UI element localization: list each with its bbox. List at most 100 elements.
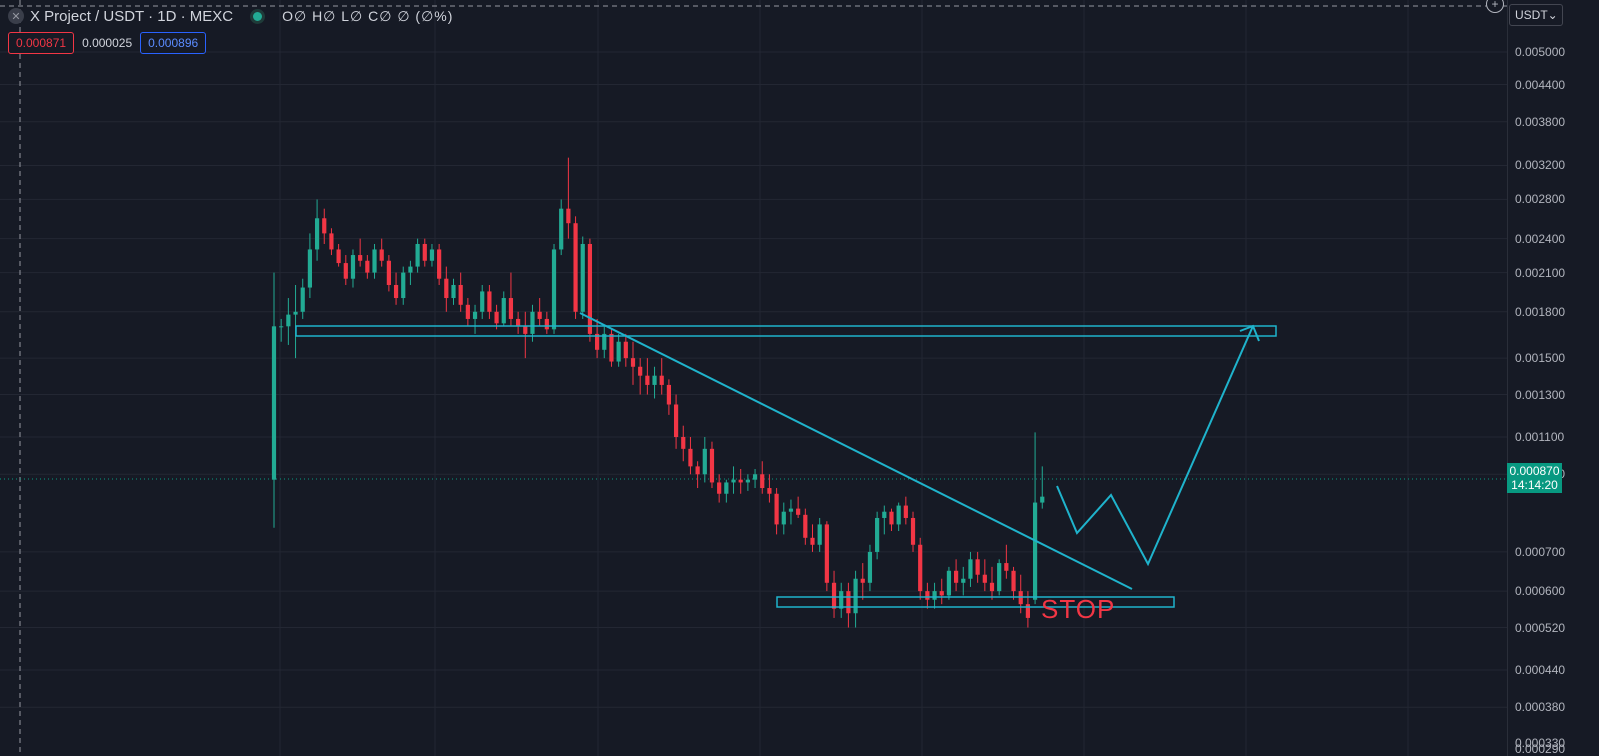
candle [989, 566, 995, 600]
candle-body [465, 304, 470, 319]
candle-body [709, 448, 715, 483]
price-axis-tick: 0.001100 [1515, 430, 1565, 444]
candle [954, 559, 959, 592]
candle-body [595, 333, 600, 350]
candle [458, 272, 463, 312]
candle [559, 199, 564, 256]
candle [307, 233, 312, 299]
candle-body [336, 249, 341, 264]
candle [429, 243, 435, 267]
resistance-zone-rect[interactable] [295, 325, 1277, 337]
market-status-icon[interactable] [253, 11, 263, 21]
candle [487, 284, 492, 319]
candle-body [379, 249, 384, 261]
candle-body [724, 482, 729, 494]
candle [365, 255, 370, 279]
candle-body [731, 479, 736, 483]
candle [293, 284, 298, 359]
candle [1040, 466, 1045, 509]
candle-body [508, 298, 514, 319]
candle [752, 468, 758, 489]
candle [702, 437, 707, 483]
candle [946, 566, 952, 600]
candle-body [580, 243, 585, 312]
last-price-value: 0.000870 [1509, 464, 1560, 478]
candle [903, 496, 908, 525]
candle-body [666, 384, 671, 405]
candle [501, 291, 506, 327]
candle [867, 544, 873, 592]
sell-price-button[interactable]: 0.000871 [8, 32, 75, 54]
candle-body [831, 582, 837, 609]
buy-price-button[interactable]: 0.000896 [140, 32, 207, 54]
candle-body [1004, 563, 1009, 571]
candle [616, 333, 621, 367]
candle [480, 284, 485, 319]
price-axis-tick: 0.000600 [1515, 584, 1566, 599]
candle-body [314, 218, 320, 250]
candle [566, 157, 571, 239]
candle [336, 243, 341, 267]
candle-body [752, 474, 758, 480]
candle [968, 551, 973, 587]
candle [731, 466, 736, 494]
chart-grid [0, 0, 1507, 756]
price-axis-tick: 0.002800 [1515, 192, 1566, 207]
candle [372, 243, 377, 279]
candle [544, 311, 549, 334]
candle [688, 437, 693, 475]
candle-body [853, 578, 858, 614]
candle [673, 394, 679, 449]
price-axis-tick: 0.001300 [1515, 387, 1566, 402]
price-axis-tick: 0.004400 [1515, 77, 1566, 92]
candle [516, 311, 521, 334]
candle [472, 304, 478, 334]
projection-path[interactable] [1056, 325, 1254, 567]
currency-select[interactable]: USDT ⌄ [1509, 4, 1563, 26]
candle-body [745, 479, 750, 483]
candle [1011, 566, 1016, 600]
candle [796, 496, 801, 518]
downtrend-line[interactable] [579, 312, 1133, 590]
price-axis-tick: 0.000520 [1515, 620, 1566, 635]
candle [745, 474, 750, 491]
candle-body [997, 563, 1002, 592]
candle-body [544, 318, 549, 330]
x-icon[interactable]: ✕ [8, 8, 24, 24]
drawings-layer [295, 312, 1277, 608]
candle [659, 358, 664, 395]
candle [932, 582, 937, 609]
candle-body [652, 375, 657, 385]
candle [437, 243, 442, 285]
candle-body [638, 366, 643, 376]
price-axis[interactable] [1507, 0, 1599, 756]
candle [379, 238, 384, 267]
candle-body [559, 208, 564, 250]
candle-body [889, 511, 894, 525]
symbol-title[interactable]: X Project / USDT · 1D · MEXC [30, 7, 234, 25]
candle-body [300, 287, 305, 312]
add-icon[interactable]: + [1486, 0, 1504, 13]
candle [322, 208, 327, 244]
candle-body [760, 474, 765, 489]
candle-body [946, 570, 952, 596]
candle-body [422, 243, 427, 261]
candle [638, 358, 643, 395]
candle [724, 479, 729, 503]
candle-body [393, 284, 399, 299]
candle-body [882, 511, 887, 518]
candle-body [487, 291, 492, 312]
support-zone-rect[interactable] [776, 596, 1175, 608]
candle-body [451, 284, 456, 299]
candle [925, 582, 930, 609]
candle [329, 228, 334, 256]
candle-body [573, 223, 578, 312]
candle [358, 238, 363, 267]
candle-body [350, 255, 356, 279]
candle [271, 272, 277, 528]
candle-body [609, 333, 614, 362]
price-axis-tick: 0.000380 [1515, 700, 1566, 715]
candle [846, 582, 851, 628]
candle-body [587, 243, 593, 334]
